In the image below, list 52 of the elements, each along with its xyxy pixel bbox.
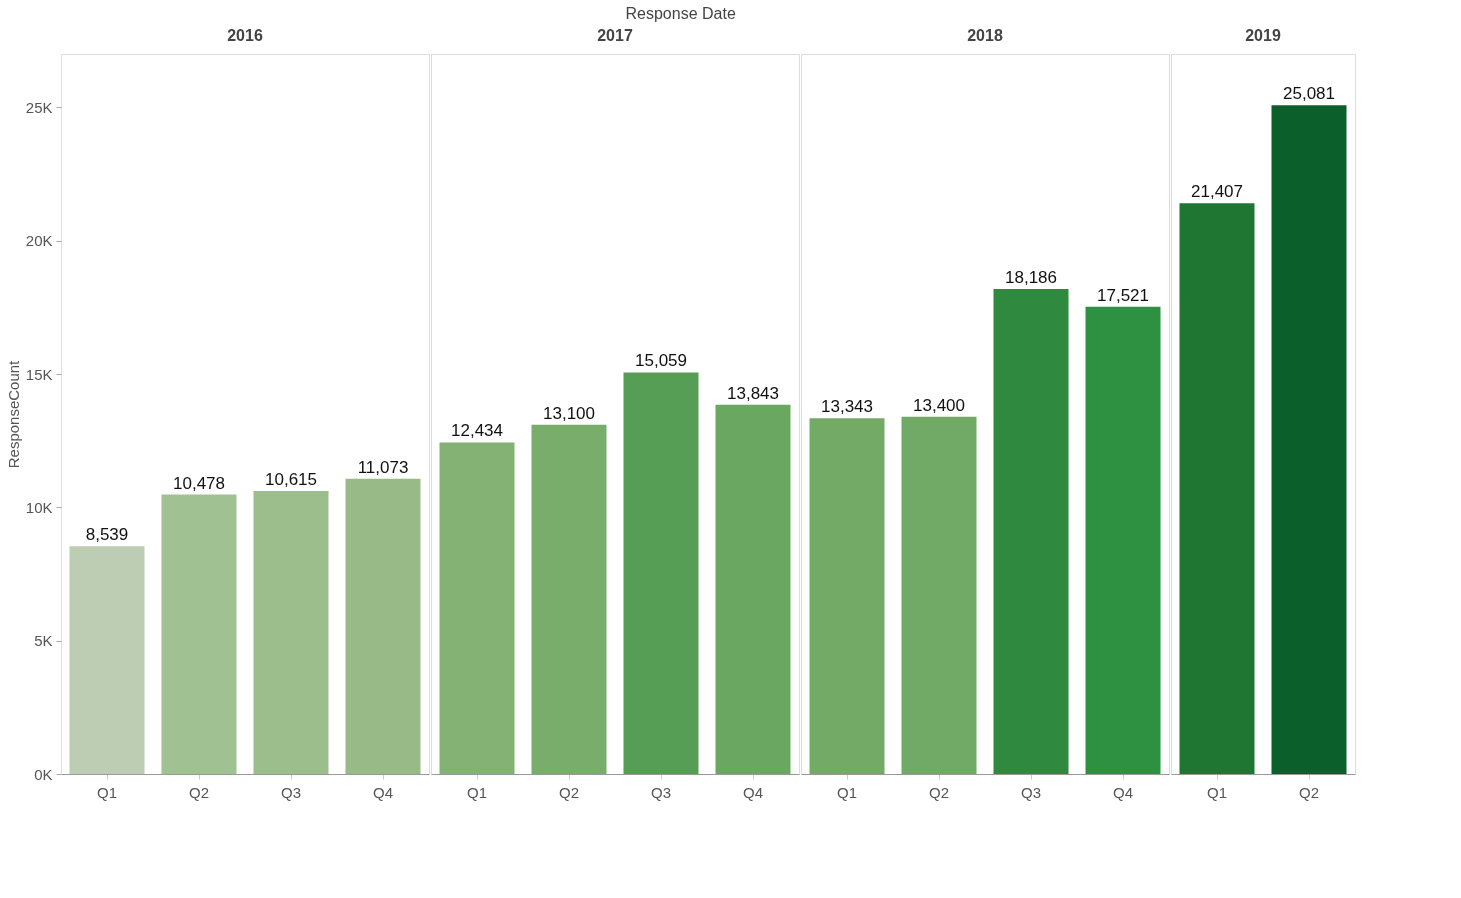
data-label: 17,521: [1097, 285, 1149, 305]
x-tick-label: Q4: [1112, 783, 1134, 801]
data-label: 25,081: [1283, 84, 1335, 104]
bar: [623, 372, 699, 774]
chart-title: 2017: [597, 27, 633, 44]
bar: [809, 418, 885, 774]
data-label: 11,073: [357, 457, 409, 477]
bar: [901, 416, 977, 774]
data-label: 8,539: [85, 525, 129, 545]
data-label: 13,100: [543, 403, 595, 423]
x-tick-label: Q1: [96, 783, 118, 801]
y-axis-title: ResponseCount: [4, 359, 22, 469]
data-label: 13,843: [727, 383, 779, 403]
x-tick-label: Q2: [1298, 783, 1320, 801]
x-tick-label: Q1: [1206, 783, 1228, 801]
bar: [1085, 306, 1161, 774]
y-tick-label: 5K: [34, 632, 53, 650]
x-tick-label: Q2: [558, 783, 580, 801]
x-tick-label: Q2: [188, 783, 210, 801]
bar: [69, 546, 145, 774]
y-tick-label: 0K: [34, 765, 53, 783]
x-tick-label: Q1: [466, 783, 488, 801]
x-tick-label: Q3: [650, 783, 672, 801]
data-label: 21,407: [1191, 182, 1243, 202]
data-label: 13,400: [913, 395, 965, 415]
bar: [531, 424, 607, 774]
bar: [715, 404, 791, 774]
chart-title: 2019: [1245, 27, 1281, 44]
data-label: 18,186: [1005, 268, 1057, 288]
x-tick-label: Q2: [928, 783, 950, 801]
x-tick-label: Q3: [280, 783, 302, 801]
x-tick-label: Q1: [836, 783, 858, 801]
data-label: 10,478: [173, 473, 225, 493]
y-tick-label: 25K: [25, 98, 53, 116]
data-label: 15,059: [635, 351, 687, 371]
bar: [439, 442, 515, 774]
text: Response Date: [625, 4, 736, 22]
y-tick-label: 15K: [25, 365, 53, 383]
chart-title: 2018: [967, 27, 1003, 44]
x-tick-label: Q3: [1020, 783, 1042, 801]
bar: [161, 494, 237, 774]
y-tick-label: 10K: [25, 498, 53, 516]
data-label: 12,434: [451, 421, 503, 441]
data-label: 13,343: [821, 397, 873, 417]
bar: [253, 490, 329, 774]
bar: [345, 478, 421, 774]
x-tick-label: Q4: [742, 783, 764, 801]
data-label: 10,615: [265, 469, 317, 489]
x-tick-label: Q4: [372, 783, 394, 801]
chart-title: 2016: [227, 27, 263, 44]
bar: [993, 289, 1069, 774]
y-tick-label: 20K: [25, 232, 53, 250]
